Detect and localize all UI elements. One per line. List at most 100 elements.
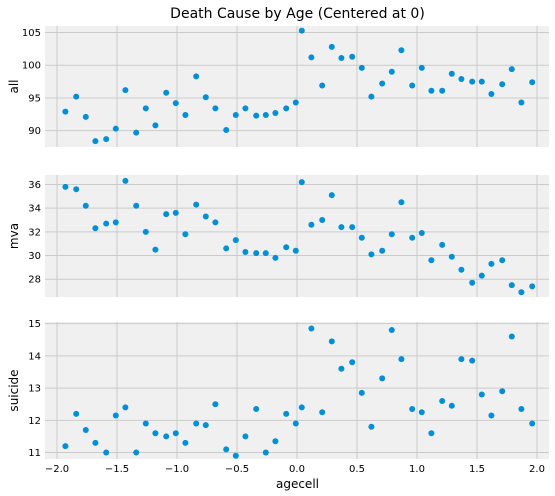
data-point <box>338 224 345 231</box>
data-point <box>448 70 455 77</box>
data-point <box>409 234 416 241</box>
data-point <box>508 282 515 289</box>
data-point <box>298 27 305 34</box>
data-point <box>319 217 326 224</box>
data-point <box>122 177 129 184</box>
data-point <box>388 231 395 238</box>
data-point <box>368 93 375 100</box>
x-tick-label: 2.0 <box>529 464 545 475</box>
data-point <box>458 75 465 82</box>
data-point <box>212 401 219 408</box>
x-tick-label: 0.5 <box>349 464 365 475</box>
data-point <box>469 78 476 85</box>
data-point <box>308 221 315 228</box>
data-point <box>409 406 416 413</box>
data-point <box>439 87 446 94</box>
data-point <box>253 112 260 119</box>
data-point <box>92 225 99 232</box>
data-point <box>283 410 290 417</box>
data-point <box>398 47 405 54</box>
x-tick-label: −2.0 <box>45 464 69 475</box>
chart-panels: 90 95 100 105 all 28 30 32 34 36 mva 11 12 13 14 15 suic… <box>7 26 549 459</box>
data-point <box>223 446 230 453</box>
data-point <box>103 136 110 143</box>
data-point <box>202 94 209 101</box>
data-point <box>253 406 260 413</box>
data-point <box>358 64 365 71</box>
data-point <box>458 356 465 363</box>
data-point <box>478 391 485 398</box>
data-point <box>328 338 335 345</box>
data-point <box>62 108 69 115</box>
data-point <box>172 100 179 107</box>
data-point <box>142 420 149 427</box>
data-point <box>193 201 200 208</box>
data-point <box>529 420 536 427</box>
data-point <box>409 82 416 89</box>
data-point <box>262 250 269 257</box>
data-point <box>529 283 536 290</box>
y-tick-label: 36 <box>28 180 41 191</box>
data-point <box>499 257 506 264</box>
data-point <box>193 420 200 427</box>
y-tick-label: 32 <box>28 227 41 238</box>
x-tick-label: −1.0 <box>165 464 189 475</box>
data-point <box>242 105 249 112</box>
data-point <box>428 257 435 264</box>
data-point <box>379 80 386 87</box>
data-point <box>398 199 405 206</box>
data-point <box>112 219 119 226</box>
data-point <box>488 91 495 98</box>
y-tick-label: 14 <box>28 351 41 362</box>
data-point <box>283 244 290 251</box>
data-point <box>182 439 189 446</box>
data-point <box>319 409 326 416</box>
data-point <box>82 113 89 120</box>
y-tick-label: 11 <box>28 448 41 459</box>
data-point <box>232 237 239 244</box>
data-point <box>163 211 170 218</box>
data-point <box>193 73 200 80</box>
data-point <box>488 412 495 419</box>
data-point <box>499 388 506 395</box>
data-point <box>448 253 455 260</box>
data-point <box>508 333 515 340</box>
y-tick-label: 15 <box>28 319 41 330</box>
x-tick-label: 1.0 <box>409 464 425 475</box>
data-point <box>182 231 189 238</box>
data-point <box>518 406 525 413</box>
y-tick-label: 30 <box>28 251 41 262</box>
y-tick-label: 12 <box>28 416 41 427</box>
y-tick-label: 13 <box>28 384 41 395</box>
data-point <box>499 81 506 88</box>
data-point <box>163 433 170 440</box>
data-point <box>298 179 305 186</box>
y-axis-label: suicide <box>7 369 21 411</box>
data-point <box>518 289 525 296</box>
data-point <box>172 430 179 437</box>
data-point <box>349 359 356 366</box>
x-tick-label: −0.5 <box>225 464 249 475</box>
data-point <box>529 79 536 86</box>
y-tick-label: 90 <box>28 126 41 137</box>
data-point <box>368 423 375 430</box>
x-tick-label: 0.0 <box>289 464 305 475</box>
data-point <box>242 248 249 255</box>
data-point <box>142 105 149 112</box>
y-tick-label: 105 <box>22 28 41 39</box>
data-point <box>103 220 110 227</box>
data-point <box>358 234 365 241</box>
data-point <box>202 422 209 429</box>
data-point <box>142 228 149 235</box>
data-point <box>152 430 159 437</box>
data-point <box>272 109 279 116</box>
data-point <box>388 327 395 334</box>
data-point <box>388 68 395 75</box>
y-axis-label: mva <box>7 223 21 249</box>
data-point <box>152 122 159 129</box>
data-point <box>469 357 476 364</box>
data-point <box>308 54 315 61</box>
panel-mva: 28 30 32 34 36 mva <box>7 175 549 297</box>
data-point <box>253 250 260 257</box>
data-point <box>272 254 279 261</box>
